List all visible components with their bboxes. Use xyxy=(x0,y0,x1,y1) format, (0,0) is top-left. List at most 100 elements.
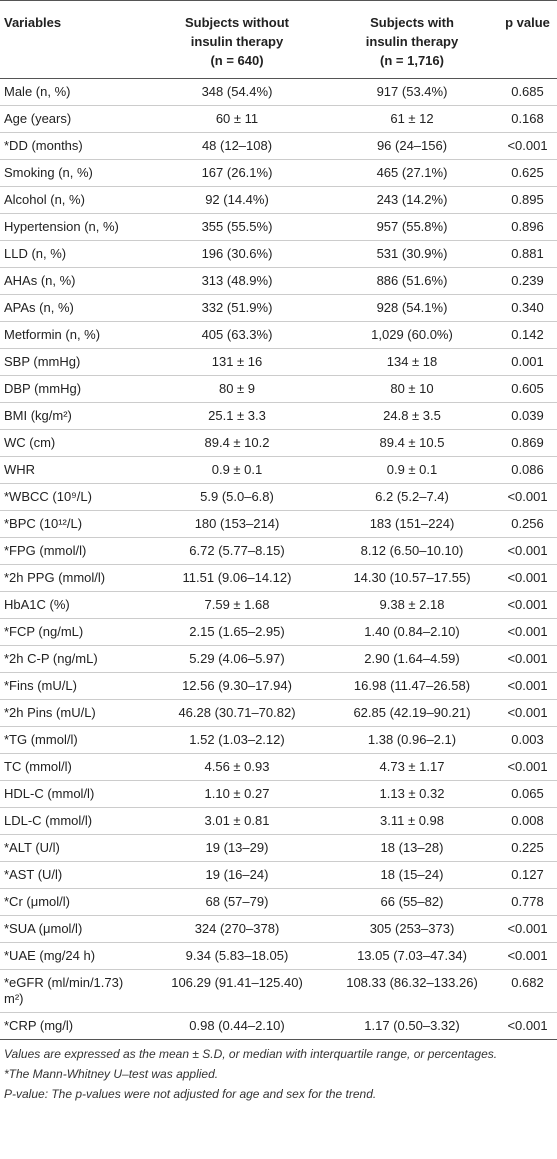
table-cell: 0.685 xyxy=(498,78,557,106)
table-cell: *AST (U/l) xyxy=(0,861,148,889)
footnote: Values are expressed as the mean ± S.D, … xyxy=(4,1047,498,1061)
table-cell: 324 (270–378) xyxy=(148,915,326,943)
table-cell: 243 (14.2%) xyxy=(326,186,498,214)
table-cell: <0.001 xyxy=(498,1012,557,1040)
table-cell: 0.225 xyxy=(498,834,557,862)
table-cell: *FCP (ng/mL) xyxy=(0,618,148,646)
table-cell: 0.9 ± 0.1 xyxy=(326,456,498,484)
table-cell: 0.086 xyxy=(498,456,557,484)
table-cell: *TG (mmol/l) xyxy=(0,726,148,754)
table-cell: *2h C-P (ng/mL) xyxy=(0,645,148,673)
table-cell: <0.001 xyxy=(498,564,557,592)
table-cell: 106.29 (91.41–125.40) xyxy=(148,969,326,1013)
table-cell: 0.168 xyxy=(498,105,557,133)
table-cell: 0.003 xyxy=(498,726,557,754)
header-cell: p value xyxy=(498,0,557,79)
table-cell: 1.13 ± 0.32 xyxy=(326,780,498,808)
table-cell: 0.605 xyxy=(498,375,557,403)
table-cell: 355 (55.5%) xyxy=(148,213,326,241)
table-cell: *DD (months) xyxy=(0,132,148,160)
table-cell: 196 (30.6%) xyxy=(148,240,326,268)
table-cell: 0.127 xyxy=(498,861,557,889)
table-cell: Alcohol (n, %) xyxy=(0,186,148,214)
table-cell: 89.4 ± 10.5 xyxy=(326,429,498,457)
table-cell: 0.239 xyxy=(498,267,557,295)
table-cell: 1.38 (0.96–2.1) xyxy=(326,726,498,754)
table-cell: 0.065 xyxy=(498,780,557,808)
table-cell: 0.869 xyxy=(498,429,557,457)
header-line: Subjects with xyxy=(370,15,454,30)
table-cell: 4.56 ± 0.93 xyxy=(148,753,326,781)
table-cell: 9.34 (5.83–18.05) xyxy=(148,942,326,970)
table-cell: 14.30 (10.57–17.55) xyxy=(326,564,498,592)
table-cell: 6.2 (5.2–7.4) xyxy=(326,483,498,511)
table-cell: 0.142 xyxy=(498,321,557,349)
table-row: APAs (n, %) 332 (51.9%) 928 (54.1%) 0.340 xyxy=(0,294,557,322)
table-cell: <0.001 xyxy=(498,942,557,970)
table-cell: <0.001 xyxy=(498,753,557,781)
table-cell: 2.15 (1.65–2.95) xyxy=(148,618,326,646)
table-cell: 305 (253–373) xyxy=(326,915,498,943)
table-cell: *BPC (10¹²/L) xyxy=(0,510,148,538)
table-cell: 1,029 (60.0%) xyxy=(326,321,498,349)
table-cell: Metformin (n, %) xyxy=(0,321,148,349)
table-cell: 3.11 ± 0.98 xyxy=(326,807,498,835)
header-line: Subjects without xyxy=(185,15,289,30)
header-line: insulin therapy xyxy=(365,34,459,49)
table-row: *BPC (10¹²/L) 180 (153–214) 183 (151–224) 0… xyxy=(0,510,557,538)
table-row: *eGFR (ml/min/1.73) m²) 106.29 (91.41–125… xyxy=(0,969,557,1013)
table-cell: <0.001 xyxy=(498,672,557,700)
table-cell: 0.625 xyxy=(498,159,557,187)
table-row: Smoking (n, %) 167 (26.1%) 465 (27.1%) 0.62… xyxy=(0,159,557,187)
table-cell: *2h Pins (mU/L) xyxy=(0,699,148,727)
table-cell: LDL-C (mmol/l) xyxy=(0,807,148,835)
data-table: Variables Subjects without insulin therapy… xyxy=(0,0,557,1040)
table-cell: 0.9 ± 0.1 xyxy=(148,456,326,484)
table-cell: 46.28 (30.71–70.82) xyxy=(148,699,326,727)
table-cell: 0.001 xyxy=(498,348,557,376)
table-cell: 917 (53.4%) xyxy=(326,78,498,106)
table-cell: 68 (57–79) xyxy=(148,888,326,916)
header-cell: Subjects without insulin therapy (n = 640) xyxy=(148,0,326,79)
table-row: TC (mmol/l) 4.56 ± 0.93 4.73 ± 1.17 <0.001 xyxy=(0,753,557,781)
table-row: *2h C-P (ng/mL) 5.29 (4.06–5.97) 2.90 (1.6… xyxy=(0,645,557,673)
table-cell: 0.98 (0.44–2.10) xyxy=(148,1012,326,1040)
table-row: *Cr (μmol/l) 68 (57–79) 66 (55–82) 0.778 xyxy=(0,888,557,916)
header-line: p value xyxy=(505,15,550,30)
table-cell: 16.98 (11.47–26.58) xyxy=(326,672,498,700)
table-cell: *2h PPG (mmol/l) xyxy=(0,564,148,592)
table-cell: *SUA (μmol/l) xyxy=(0,915,148,943)
table-cell: *FPG (mmol/l) xyxy=(0,537,148,565)
table-row: *Fins (mU/L) 12.56 (9.30–17.94) 16.98 (11.… xyxy=(0,672,557,700)
table-cell: 6.72 (5.77–8.15) xyxy=(148,537,326,565)
header-cell: Subjects with insulin therapy (n = 1,716) xyxy=(326,0,498,79)
table-cell: 957 (55.8%) xyxy=(326,213,498,241)
table-cell: Age (years) xyxy=(0,105,148,133)
table-cell: 12.56 (9.30–17.94) xyxy=(148,672,326,700)
table-row: *SUA (μmol/l) 324 (270–378) 305 (253–373) <… xyxy=(0,915,557,943)
table-cell: 2.90 (1.64–4.59) xyxy=(326,645,498,673)
table-row: BMI (kg/m²) 25.1 ± 3.3 24.8 ± 3.5 0.039 xyxy=(0,402,557,430)
table-cell: 180 (153–214) xyxy=(148,510,326,538)
table-row: *AST (U/l) 19 (16–24) 18 (15–24) 0.127 xyxy=(0,861,557,889)
table-cell: WC (cm) xyxy=(0,429,148,457)
table-row: *2h Pins (mU/L) 46.28 (30.71–70.82) 62.85 … xyxy=(0,699,557,727)
footnote: *The Mann-Whitney U–test was applied. xyxy=(4,1067,219,1081)
table-cell: <0.001 xyxy=(498,699,557,727)
table-cell: 48 (12–108) xyxy=(148,132,326,160)
table-row: Age (years) 60 ± 11 61 ± 12 0.168 xyxy=(0,105,557,133)
table-cell: 134 ± 18 xyxy=(326,348,498,376)
table-cell: 313 (48.9%) xyxy=(148,267,326,295)
table-cell: 183 (151–224) xyxy=(326,510,498,538)
table-cell: 0.256 xyxy=(498,510,557,538)
table-row: Male (n, %) 348 (54.4%) 917 (53.4%) 0.685 xyxy=(0,78,557,106)
table-cell: 80 ± 9 xyxy=(148,375,326,403)
table-cell: *UAE (mg/24 h) xyxy=(0,942,148,970)
table-cell: 1.52 (1.03–2.12) xyxy=(148,726,326,754)
table-cell: AHAs (n, %) xyxy=(0,267,148,295)
table-row: *DD (months) 48 (12–108) 96 (24–156) <0.001 xyxy=(0,132,557,160)
table-cell: 108.33 (86.32–133.26) xyxy=(326,969,498,1013)
table-cell: 131 ± 16 xyxy=(148,348,326,376)
